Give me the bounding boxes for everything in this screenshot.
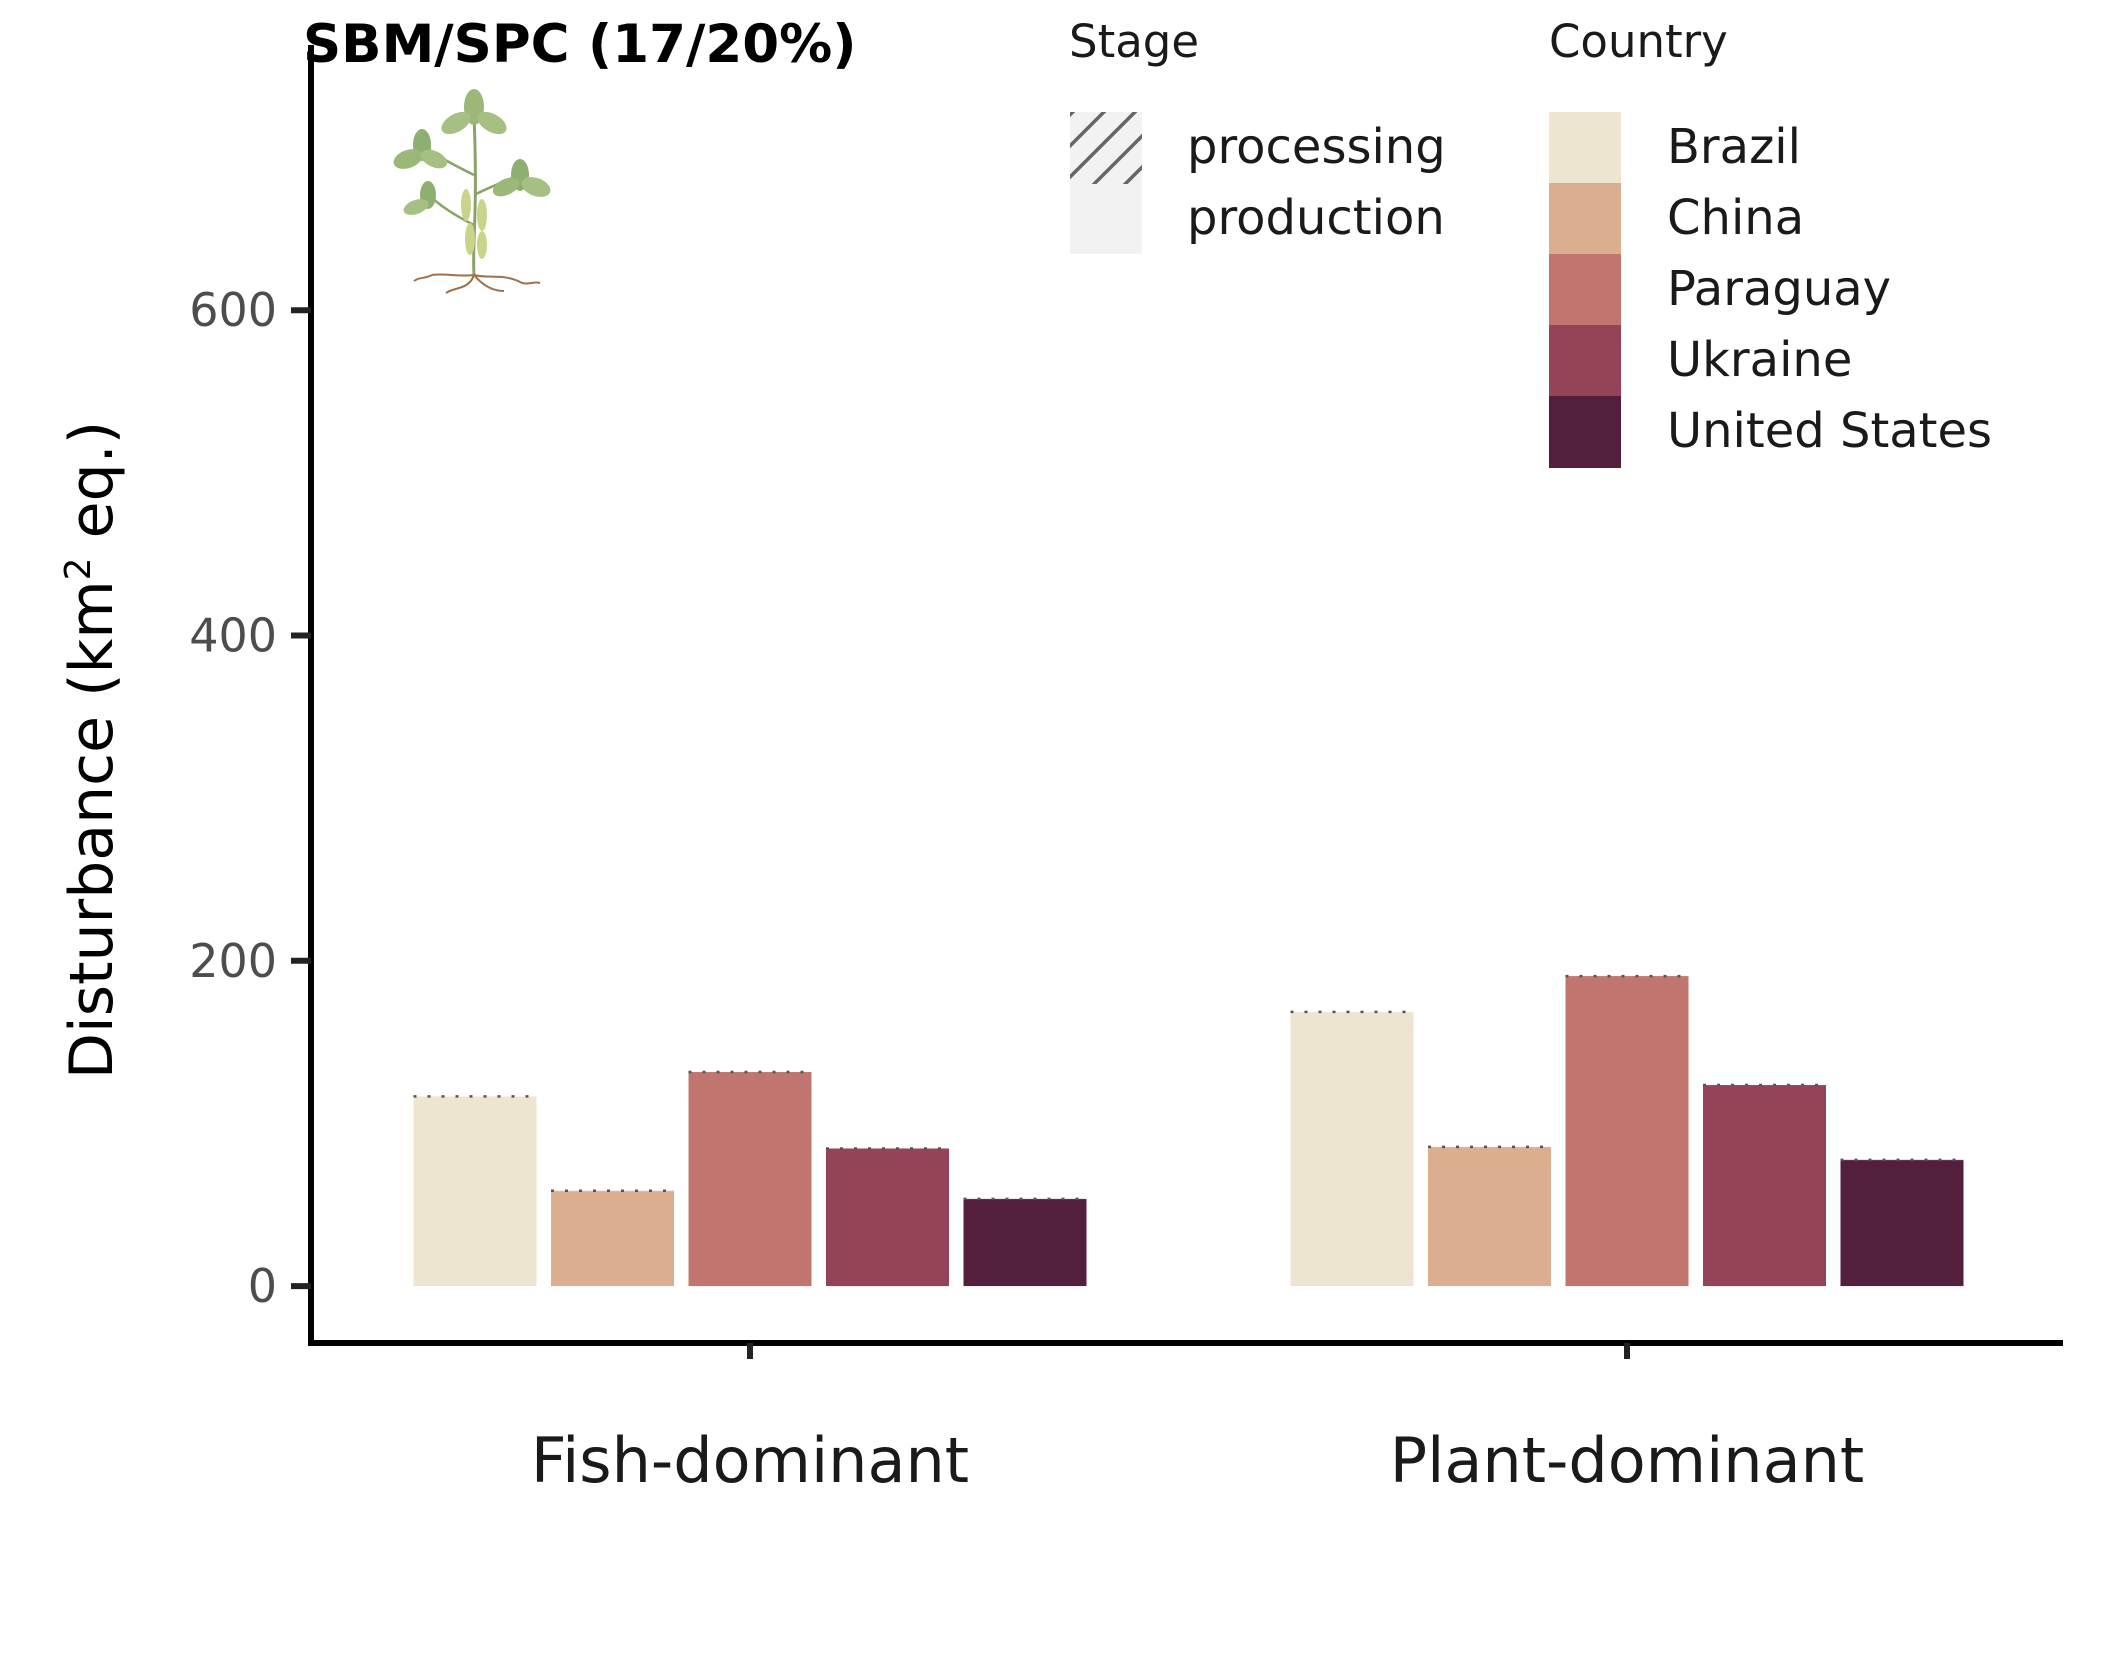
bar-production-brazil-plant-dominant — [1290, 1012, 1414, 1287]
bar-production-united-states-plant-dominant — [1840, 1160, 1964, 1287]
country-legend-label-ukraine: Ukraine — [1667, 332, 1852, 388]
soybean-plant-icon — [393, 89, 551, 294]
hatch-pattern-icon — [1070, 112, 1142, 184]
bar-processing-paraguay-plant-dominant — [1565, 976, 1689, 978]
bar-production-china-plant-dominant — [1428, 1147, 1551, 1287]
bar-production-china-fish-dominant — [551, 1191, 674, 1287]
country-legend-key-china — [1549, 183, 1621, 255]
bar-production-paraguay-plant-dominant — [1565, 977, 1689, 1287]
bar-processing-united-states-fish-dominant — [963, 1198, 1087, 1200]
bar-processing-brazil-fish-dominant — [413, 1096, 537, 1098]
y-tick-label-600: 600 — [189, 283, 277, 337]
chart-title: SBM/SPC (17/20%) — [303, 14, 856, 75]
y-tick-label-200: 200 — [189, 934, 277, 988]
bar-processing-china-fish-dominant — [551, 1190, 674, 1192]
bar-processing-brazil-plant-dominant — [1290, 1011, 1414, 1013]
y-axis-label-tail: eq.) — [57, 421, 127, 558]
country-legend-key-brazil — [1549, 112, 1621, 184]
bar-production-united-states-fish-dominant — [963, 1199, 1087, 1287]
axes: 0 200 400 600 Fish-dominant Plant-dominant — [189, 45, 2063, 1497]
x-tick-label-fish-dominant: Fish-dominant — [531, 1424, 969, 1497]
bar-production-brazil-fish-dominant — [413, 1097, 537, 1287]
y-axis-label-main: Disturbance (km — [57, 580, 127, 1079]
country-legend-key-ukraine — [1549, 325, 1621, 397]
stage-legend-label-production: production — [1187, 190, 1445, 246]
y-tick-label-0: 0 — [248, 1259, 277, 1313]
bar-processing-united-states-plant-dominant — [1840, 1159, 1964, 1161]
bar-production-paraguay-fish-dominant — [688, 1073, 812, 1287]
plot-area — [413, 974, 1964, 1287]
country-legend-title: Country — [1549, 15, 1728, 68]
country-legend-label-brazil: Brazil — [1667, 119, 1801, 175]
stage-legend-title: Stage — [1069, 15, 1199, 68]
y-axis-label-sup: 2 — [58, 557, 99, 580]
country-legend-label-china: China — [1667, 190, 1804, 246]
bar-production-ukraine-plant-dominant — [1703, 1086, 1826, 1287]
x-tick-label-plant-dominant: Plant-dominant — [1390, 1424, 1864, 1497]
stage-legend: Stage processing production — [1069, 15, 1446, 254]
country-legend-key-united-states — [1549, 396, 1621, 468]
bar-processing-paraguay-fish-dominant — [688, 1072, 812, 1074]
bar-processing-china-plant-dominant — [1428, 1146, 1551, 1148]
bar-processing-ukraine-fish-dominant — [826, 1148, 949, 1150]
y-tick-label-400: 400 — [189, 609, 277, 663]
country-legend-label-united-states: United States — [1667, 403, 1992, 459]
bar-processing-ukraine-plant-dominant — [1703, 1085, 1826, 1087]
country-legend: Country Brazil China Paraguay Ukraine United… — [1549, 15, 1992, 468]
y-axis-label: Disturbance (km2 eq.) — [57, 421, 127, 1079]
country-legend-label-paraguay: Paraguay — [1667, 261, 1891, 317]
bar-production-ukraine-fish-dominant — [826, 1149, 949, 1287]
stage-legend-label-processing: processing — [1187, 119, 1446, 175]
country-legend-key-paraguay — [1549, 254, 1621, 326]
solid-fill-icon — [1070, 184, 1142, 254]
